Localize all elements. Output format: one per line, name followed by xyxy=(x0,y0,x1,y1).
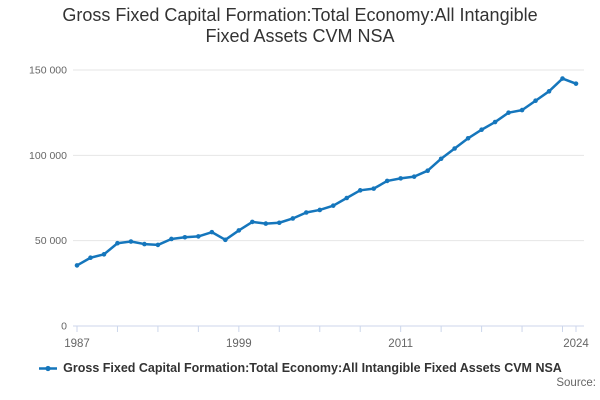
data-point[interactable] xyxy=(330,203,336,208)
data-point[interactable] xyxy=(438,156,444,162)
x-tick-label: 2024 xyxy=(563,338,589,350)
chart-title-line-2: Fixed Assets CVM NSA xyxy=(205,26,395,46)
data-point[interactable] xyxy=(465,135,471,141)
data-point[interactable] xyxy=(303,210,309,215)
data-point[interactable] xyxy=(519,107,525,113)
data-point[interactable] xyxy=(236,228,242,233)
legend-label: Gross Fixed Capital Formation:Total Econ… xyxy=(63,361,562,375)
y-tick-label: 50 000 xyxy=(35,235,67,247)
data-point[interactable] xyxy=(384,178,390,184)
data-point[interactable] xyxy=(101,252,107,257)
y-tick-label: 100 000 xyxy=(29,150,67,162)
x-tick-label: 1987 xyxy=(64,338,90,350)
data-point[interactable] xyxy=(425,168,430,173)
data-point[interactable] xyxy=(88,255,93,261)
data-point[interactable] xyxy=(115,240,120,246)
data-line[interactable] xyxy=(75,77,578,267)
legend-item[interactable]: Gross Fixed Capital Formation:Total Econ… xyxy=(0,361,600,375)
data-point[interactable] xyxy=(479,127,484,133)
data-point[interactable] xyxy=(506,110,511,115)
chart-title-line-1: Gross Fixed Capital Formation:Total Econ… xyxy=(62,5,538,25)
data-point[interactable] xyxy=(317,207,323,213)
data-point[interactable] xyxy=(74,263,80,268)
data-point[interactable] xyxy=(560,76,565,81)
data-point[interactable] xyxy=(223,237,228,243)
x-tick-label: 2011 xyxy=(388,338,413,350)
data-point[interactable] xyxy=(398,176,403,181)
data-point[interactable] xyxy=(169,236,174,242)
data-point[interactable] xyxy=(357,188,363,193)
line-dot-marker-icon xyxy=(39,365,58,371)
data-point[interactable] xyxy=(209,229,215,235)
data-point[interactable] xyxy=(452,146,457,151)
data-point[interactable] xyxy=(155,242,161,248)
data-point[interactable] xyxy=(142,241,147,247)
data-point[interactable] xyxy=(128,239,134,244)
source-label: Source: xyxy=(556,377,596,389)
x-tick-label: 1999 xyxy=(226,338,252,350)
chart-title: Gross Fixed Capital Formation:Total Econ… xyxy=(0,5,600,47)
line-chart-canvas: 0 50 000 100 000 150 000 1987 1999 2011 2024 xyxy=(29,65,589,351)
data-point[interactable] xyxy=(492,119,498,125)
data-point[interactable] xyxy=(344,195,350,201)
data-point[interactable] xyxy=(276,220,282,226)
data-point[interactable] xyxy=(250,219,255,225)
y-tick-label: 0 xyxy=(61,321,67,333)
data-point[interactable] xyxy=(371,186,377,191)
data-point[interactable] xyxy=(182,234,188,240)
data-point[interactable] xyxy=(573,81,579,86)
data-point[interactable] xyxy=(196,234,201,239)
data-point[interactable] xyxy=(533,98,538,104)
y-tick-label: 150 000 xyxy=(29,65,67,77)
data-point[interactable] xyxy=(290,216,296,221)
data-point[interactable] xyxy=(546,89,552,94)
data-point[interactable] xyxy=(263,221,269,226)
data-point[interactable] xyxy=(411,174,417,179)
